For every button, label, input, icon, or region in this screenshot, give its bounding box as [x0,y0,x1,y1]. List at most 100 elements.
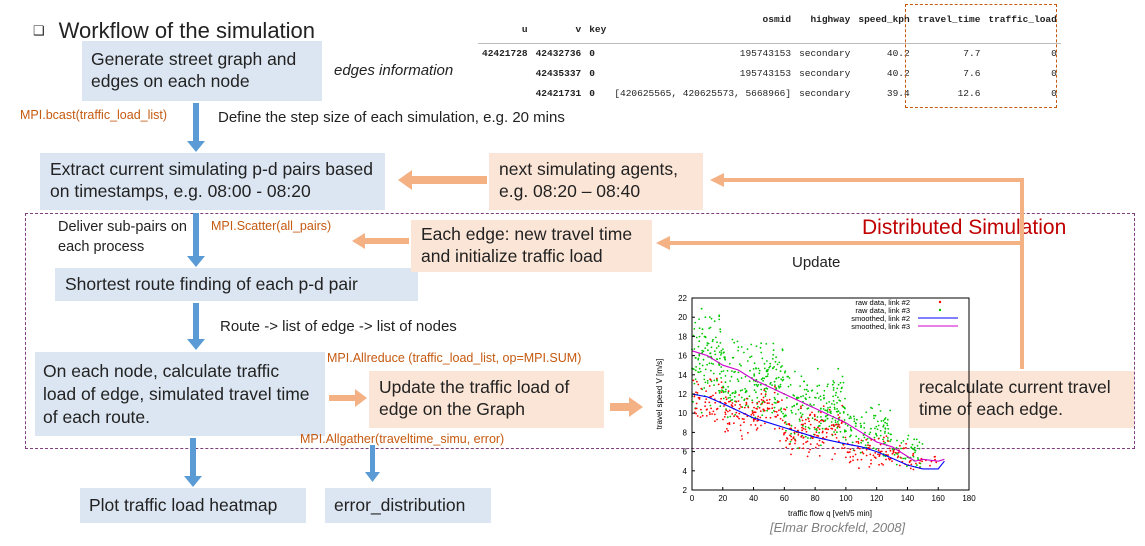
scatter-point [867,444,869,446]
scatter-point [768,366,771,369]
scatter-point [762,399,765,402]
scatter-point [779,383,782,386]
scatter-point [779,385,782,388]
scatter-point [779,408,782,411]
scatter-point [701,414,704,417]
table-cell: 0 [589,68,595,79]
y-axis-label: travel speed V [m/s] [655,359,664,430]
scatter-point [775,377,778,380]
scatter-point [896,439,898,442]
scatter-point [712,410,715,413]
scatter-point [790,427,792,430]
scatter-point [751,401,754,404]
scatter-point [724,375,727,377]
scatter-point [912,468,915,471]
scatter-point [877,453,879,456]
scatter-point [751,410,754,413]
scatter-point [862,452,865,455]
scatter-point [735,411,738,414]
table-row: 42435337 0 195743153 secondary 40.2 7.6 … [478,64,1061,84]
scatter-point [720,397,722,400]
table-header-row: u v key osmid highway speed_kph travel_t… [478,8,1061,35]
scatter-point [720,354,722,356]
scatter-point [780,366,782,368]
scatter-point [883,436,885,439]
scatter-point [719,328,722,331]
scatter-point [808,396,811,399]
scatter-point [790,453,792,456]
scatter-point [718,315,721,318]
scatter-point [760,342,762,345]
scatter-point [772,342,775,345]
scatter-point [882,464,884,466]
scatter-point [762,408,765,411]
scatter-point [873,417,875,420]
scatter-point [799,420,801,422]
scatter-point [698,367,701,370]
scatter-point [743,418,745,420]
next-agents-box: next simulating agents, e.g. 08:20 – 08:… [489,153,703,210]
scatter-point [781,428,784,430]
scatter-point [724,358,726,360]
scatter-point [840,387,843,390]
scatter-point [716,377,718,380]
table-header: u [521,24,528,35]
scatter-point [895,446,898,449]
scatter-point [805,441,807,444]
scatter-point [814,418,817,421]
table-cell: secondary [799,48,851,60]
scatter-point [874,452,877,454]
scatter-point [823,389,826,392]
scatter-point [833,408,836,410]
scatter-point [740,396,743,399]
scatter-point [793,394,795,397]
scatter-point [889,449,892,452]
scatter-point [898,464,901,467]
scatter-point [733,341,736,344]
scatter-point [714,420,716,423]
scatter-point [826,417,829,420]
scatter-point [796,402,798,405]
scatter-point [843,429,846,431]
scatter-point [708,401,711,404]
table-cell: 40.2 [886,68,910,79]
scatter-point [858,467,860,470]
scatter-point [849,426,852,429]
edges-table: u v key osmid highway speed_kph travel_t… [478,8,1061,104]
scatter-point [778,427,781,430]
scatter-point [729,394,732,396]
scatter-point [757,384,760,386]
scatter-point [875,425,878,428]
scatter-point [719,342,722,344]
scatter-point [837,383,840,386]
scatter-point [740,346,743,348]
scatter-point [825,436,828,438]
scatter-point [775,368,778,371]
scatter-point [836,408,838,410]
scatter-point [696,415,699,417]
scatter-point [860,441,862,444]
scatter-point [861,451,864,454]
scatter-point [857,442,860,444]
scatter-point [886,424,889,427]
scatter-point [887,432,890,434]
scatter-point [863,422,866,424]
scatter-point [701,332,703,335]
scatter-point [832,423,835,426]
scatter-point [749,369,751,372]
scatter-point [710,395,713,398]
scatter-point [706,342,709,344]
scatter-point [804,422,806,425]
scatter-point [776,363,779,366]
scatter-point [885,458,887,461]
scatter-point [738,407,741,410]
scatter-point [718,364,721,366]
scatter-point [734,404,737,406]
table-cell: secondary [799,88,851,99]
scatter-point [764,395,767,397]
scatter-point [832,400,835,402]
scatter-point [748,380,751,383]
scatter-point [737,400,740,402]
scatter-point [885,435,888,437]
scatter-point [761,403,763,405]
